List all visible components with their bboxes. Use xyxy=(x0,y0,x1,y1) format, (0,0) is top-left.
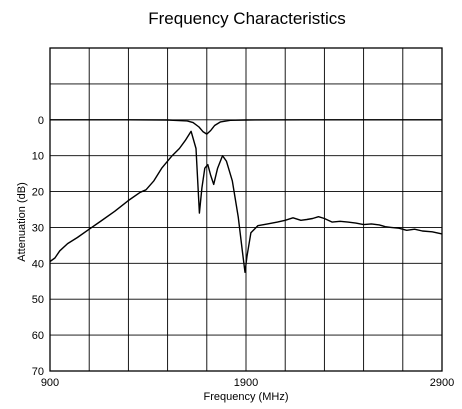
y-tick-label: 20 xyxy=(32,187,44,199)
y-axis-label: Attenuation (dB) xyxy=(16,182,28,262)
y-tick-label: 50 xyxy=(32,294,44,306)
x-tick-label: 2900 xyxy=(430,377,454,389)
y-tick-label: 40 xyxy=(32,258,44,270)
series-layer xyxy=(49,119,443,273)
x-tick-label: 1900 xyxy=(234,377,258,389)
y-tick-label: 10 xyxy=(32,151,44,163)
grid xyxy=(50,48,442,371)
y-tick-label: 70 xyxy=(32,366,44,378)
x-tick-labels: 900 1900 2900 xyxy=(41,377,454,389)
y-tick-labels: 0 10 20 30 40 50 60 70 xyxy=(32,115,44,378)
chart-title: Frequency Characteristics xyxy=(148,9,345,28)
plot-frame xyxy=(49,47,443,372)
y-tick-label: 30 xyxy=(32,222,44,234)
y-tick-label: 60 xyxy=(32,330,44,342)
y-tick-label: 0 xyxy=(38,115,44,127)
x-axis-label: Frequency (MHz) xyxy=(204,391,289,403)
series-line-1 xyxy=(50,119,442,135)
series-line-2 xyxy=(49,130,443,273)
x-tick-label: 900 xyxy=(41,377,59,389)
